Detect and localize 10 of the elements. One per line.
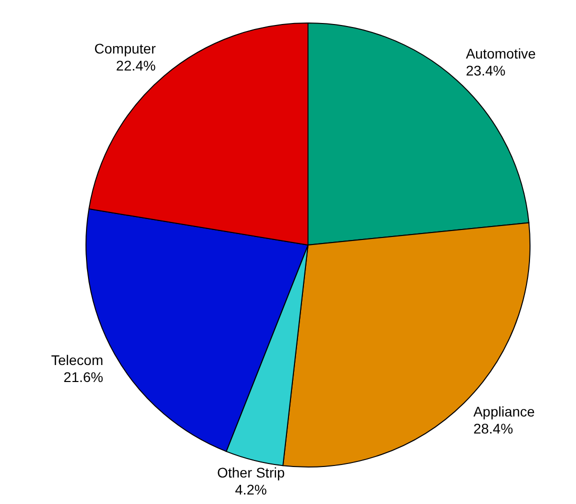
data-label: 21.6% xyxy=(64,368,104,385)
data-label: 4.2% xyxy=(234,481,267,498)
data-label: 22.4% xyxy=(116,58,156,74)
slice-label: Computer xyxy=(94,40,156,57)
slice-label: Automotive xyxy=(466,45,536,62)
data-label: 23.4% xyxy=(466,62,506,78)
slice-label: Telecom xyxy=(51,352,104,368)
slice-label: Appliance xyxy=(473,403,536,420)
data-label: 28.4% xyxy=(473,420,514,436)
slice-label: Other Strip xyxy=(217,464,285,480)
